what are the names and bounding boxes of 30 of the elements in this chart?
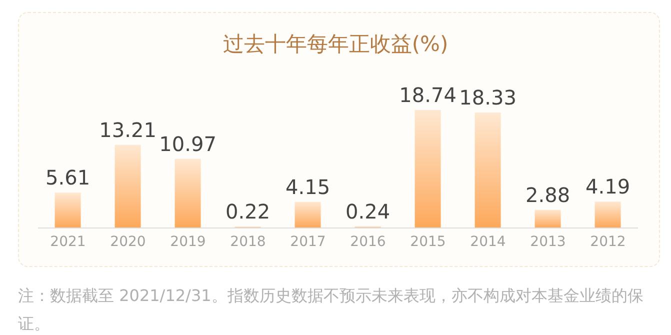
bar — [294, 202, 321, 228]
x-tick-label: 2020 — [110, 234, 146, 250]
x-tick-label: 2021 — [50, 234, 86, 250]
data-label: 4.15 — [286, 174, 330, 199]
x-tick-label: 2019 — [170, 234, 206, 250]
x-tick-label: 2014 — [470, 234, 506, 250]
data-label: 0.24 — [346, 199, 390, 224]
text: 注：数据截至 2021/12/31。指数历史数据不预示未来表现，亦不构成对本基金业绩的保证。 — [18, 285, 644, 335]
bar — [54, 192, 81, 228]
bar — [114, 144, 141, 228]
x-tick-label: 2016 — [350, 234, 386, 250]
bar — [594, 202, 621, 228]
data-label: 13.21 — [99, 118, 156, 142]
bar — [414, 110, 441, 228]
data-label: 10.97 — [159, 132, 216, 156]
data-label: 5.61 — [46, 166, 90, 190]
data-label: 0.22 — [226, 200, 270, 224]
x-tick-label: 2015 — [410, 234, 446, 250]
x-tick-label: 2013 — [530, 234, 566, 250]
bar — [474, 112, 501, 228]
data-label: 4.19 — [586, 174, 630, 199]
x-tick-label: 2012 — [590, 234, 626, 250]
x-tick-label: 2017 — [290, 234, 326, 250]
data-label: 2.88 — [526, 182, 570, 207]
bar — [534, 210, 561, 228]
bar — [174, 158, 201, 228]
x-tick-label: 2018 — [230, 234, 266, 250]
data-label: 18.74 — [399, 83, 456, 107]
data-label: 18.33 — [459, 86, 516, 110]
chart-title: 过去十年每年正收益(%) — [222, 31, 450, 58]
